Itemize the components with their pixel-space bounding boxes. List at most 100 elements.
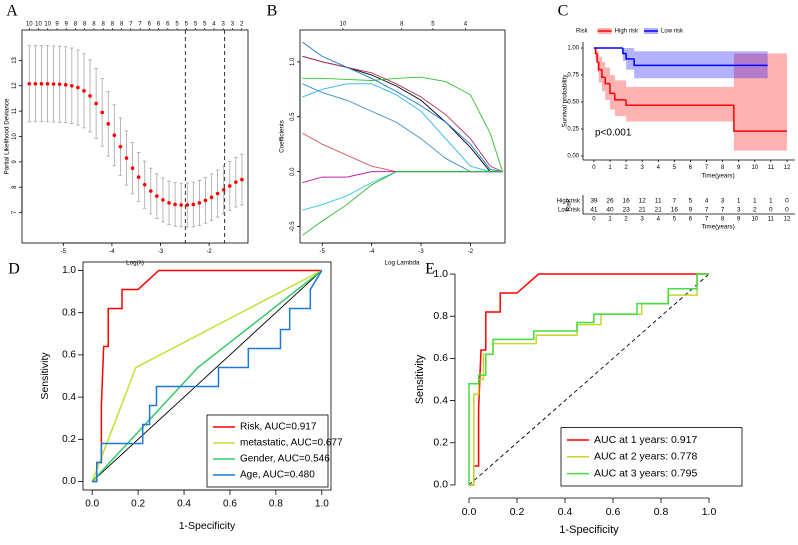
table-x-tick-label: 8 [721, 217, 725, 223]
top-tick-label: 6 [157, 22, 161, 28]
y-tick-label: 0.75 [567, 73, 579, 79]
y-tick-label: 10 [12, 133, 18, 140]
point [173, 202, 177, 207]
table-x-tick-label: 3 [641, 217, 645, 223]
survival-step [625, 99, 734, 107]
diagonal [91, 270, 323, 482]
legend-label: Risk, AUC=0.917 [240, 422, 317, 433]
table-count: 16 [622, 198, 630, 205]
point [94, 101, 98, 106]
x-tick-label: 0.0 [85, 499, 99, 510]
table-title: Risk [566, 198, 573, 211]
survival-step [633, 58, 768, 67]
point [45, 81, 50, 86]
table-count: 26 [606, 198, 614, 205]
y-tick-label: 0.4 [62, 392, 76, 403]
top-tick-label: 9 [65, 22, 69, 28]
y-tick-label: 0.25 [567, 127, 579, 133]
y-tick-label: 0.8 [433, 310, 448, 322]
y-tick-label: 1.0 [62, 265, 76, 276]
y-tick-label: 0.00 [567, 154, 579, 160]
table-x-tick-label: 4 [657, 217, 661, 223]
coefficient-path [302, 76, 503, 172]
y-tick-label: 0.0 [62, 476, 76, 487]
x-tick-label: 10 [751, 165, 758, 171]
x-tick-label: 12 [784, 165, 791, 171]
point [155, 194, 159, 198]
x-tick-label: 0 [592, 165, 596, 171]
x-tick-label: 0.4 [558, 506, 573, 518]
top-tick-label: 10 [44, 22, 51, 28]
x-tick-label: -5 [61, 249, 67, 255]
table-count: 7 [705, 207, 709, 214]
y-axis-label: Coefficients [279, 120, 286, 153]
y-tick-label: 0.0 [290, 167, 296, 176]
table-count: 40 [606, 207, 614, 214]
x-tick-label: 8 [721, 165, 725, 171]
coefficient-path [302, 171, 503, 236]
point [27, 81, 32, 86]
table-count: 1 [769, 198, 773, 205]
x-tick-label: 11 [768, 165, 775, 171]
x-axis-label: Log(λ) [126, 260, 144, 267]
table-count: 1 [737, 198, 741, 205]
y-tick-label: -0.5 [290, 221, 296, 232]
x-tick-label: 0.8 [269, 499, 283, 510]
panel-label: D [8, 261, 20, 278]
panel-label: A [6, 3, 18, 20]
table-x-tick-label: 1 [608, 217, 612, 223]
table-x-tick-label: 7 [705, 217, 709, 223]
top-tick-label: 10 [26, 22, 33, 28]
top-tick-label: 5 [175, 22, 179, 28]
point [240, 177, 244, 182]
top-tick-label: 7 [129, 22, 133, 28]
table-count: 4 [705, 198, 709, 205]
y-tick-label: 8 [12, 185, 18, 189]
x-tick-label: 0.2 [131, 499, 145, 510]
x-tick-label: -2 [206, 249, 212, 255]
table-count: 9 [689, 207, 693, 214]
top-tick-label: 8 [83, 22, 87, 28]
table-count: 3 [721, 198, 725, 205]
point [112, 133, 117, 138]
top-tick-label: 2 [240, 22, 244, 28]
confidence-band [626, 86, 734, 122]
point [70, 83, 74, 88]
plot-frame [21, 29, 249, 244]
top-tick-label: 8 [74, 22, 78, 28]
x-tick-label: 0.2 [510, 506, 525, 518]
top-tick-label: 10 [340, 22, 347, 28]
point [57, 82, 62, 87]
survival-step [609, 83, 615, 95]
table-count: 7 [673, 198, 677, 205]
top-tick-label: 5 [185, 22, 189, 28]
y-tick-label: 0.2 [433, 437, 448, 449]
x-tick-label: 4 [657, 165, 661, 171]
point [124, 156, 129, 160]
x-tick-label: 0.4 [177, 499, 191, 510]
point [185, 203, 190, 207]
x-tick-label: 2 [624, 165, 628, 171]
survival-step [601, 69, 606, 78]
top-tick-label: 8 [111, 22, 115, 28]
coefficient-path [302, 132, 503, 173]
top-tick-label: 8 [400, 22, 404, 28]
survival-step [733, 105, 787, 132]
table-x-tick-label: 11 [768, 217, 775, 223]
x-tick-label: 9 [737, 165, 741, 171]
point [106, 122, 111, 126]
point [130, 166, 135, 170]
table-x-tick-label: 12 [784, 217, 791, 223]
survival-step [622, 48, 627, 55]
y-tick-label: 0.5 [290, 112, 296, 121]
x-tick-label: 7 [705, 165, 709, 171]
roc-curve [468, 273, 709, 485]
legend-label: Age, AUC=0.480 [240, 470, 315, 481]
survival-step [614, 93, 627, 101]
point [209, 195, 214, 200]
point [100, 110, 104, 115]
table-count: 0 [785, 207, 789, 214]
coefficient-path [302, 83, 503, 173]
x-axis-label: Time(years) [701, 173, 734, 180]
